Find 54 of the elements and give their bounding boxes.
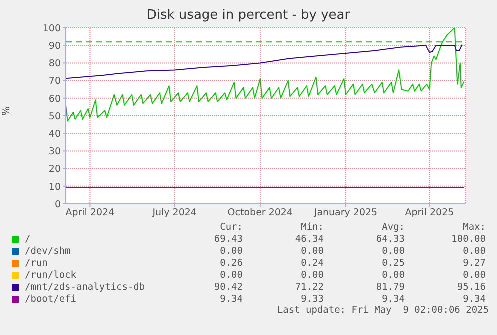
- text: 0.00: [300, 246, 324, 256]
- y-tick-label: 100: [42, 23, 61, 34]
- text: 0.00: [300, 270, 324, 280]
- text: 9.33: [300, 294, 324, 304]
- y-tick-label: 70: [48, 76, 61, 88]
- legend-label: /mnt/zds-analytics-db: [25, 282, 146, 292]
- text: 9.34: [381, 294, 405, 304]
- text: 0.25: [381, 258, 405, 268]
- legend-label: /dev/shm: [25, 246, 71, 256]
- text: 90.42: [213, 282, 243, 292]
- x-tick-label: April 2024: [66, 208, 115, 219]
- text: 0.26: [219, 258, 243, 268]
- text: 9.27: [462, 258, 486, 268]
- text: 0.00: [219, 246, 243, 256]
- text: 46.34: [294, 234, 324, 244]
- text: 0.00: [381, 246, 405, 256]
- text: 0.00: [381, 270, 405, 280]
- y-tick-label: 0: [54, 199, 61, 210]
- text: Max:: [462, 222, 486, 233]
- text: 0.24: [300, 258, 324, 268]
- x-tick-label: October 2024: [228, 208, 294, 219]
- legend-label: /boot/efi: [25, 294, 76, 304]
- x-tick-label: July 2024: [152, 208, 197, 219]
- y-axis-title: %: [2, 106, 13, 116]
- text: 9.34: [462, 294, 486, 304]
- legend-label: /run: [25, 258, 48, 268]
- text: 0.00: [462, 246, 486, 256]
- text: 64.33: [375, 234, 405, 244]
- y-tick-label: 40: [48, 128, 61, 140]
- text: 69.43: [213, 234, 243, 244]
- text: Last update: Fri May 9 02:00:06 2025: [276, 305, 490, 316]
- text: 95.16: [456, 282, 486, 292]
- text: 71.22: [294, 282, 324, 292]
- legend-label: /: [25, 234, 31, 244]
- text: Min:: [300, 222, 324, 233]
- y-tick-label: 60: [48, 94, 61, 105]
- text: 0.00: [462, 270, 486, 280]
- y-tick-label: 50: [48, 111, 61, 122]
- text: 0.00: [219, 270, 243, 280]
- text: Cur:: [219, 222, 243, 233]
- legend-label: /run/lock: [25, 270, 76, 280]
- y-tick-label: 80: [48, 58, 61, 70]
- y-tick-label: 90: [48, 40, 61, 52]
- x-tick-label: January 2025: [313, 208, 378, 219]
- y-tick-label: 10: [48, 182, 61, 193]
- text: Avg:: [381, 222, 405, 233]
- x-tick-label: April 2025: [405, 208, 454, 219]
- text: 81.79: [375, 282, 405, 292]
- text: 9.34: [219, 294, 243, 304]
- text: 100.00: [450, 234, 486, 244]
- y-tick-label: 30: [48, 146, 61, 158]
- line-series: [66, 44, 463, 80]
- y-tick-label: 20: [48, 164, 61, 176]
- chart-title: Disk usage in percent - by year: [146, 7, 352, 24]
